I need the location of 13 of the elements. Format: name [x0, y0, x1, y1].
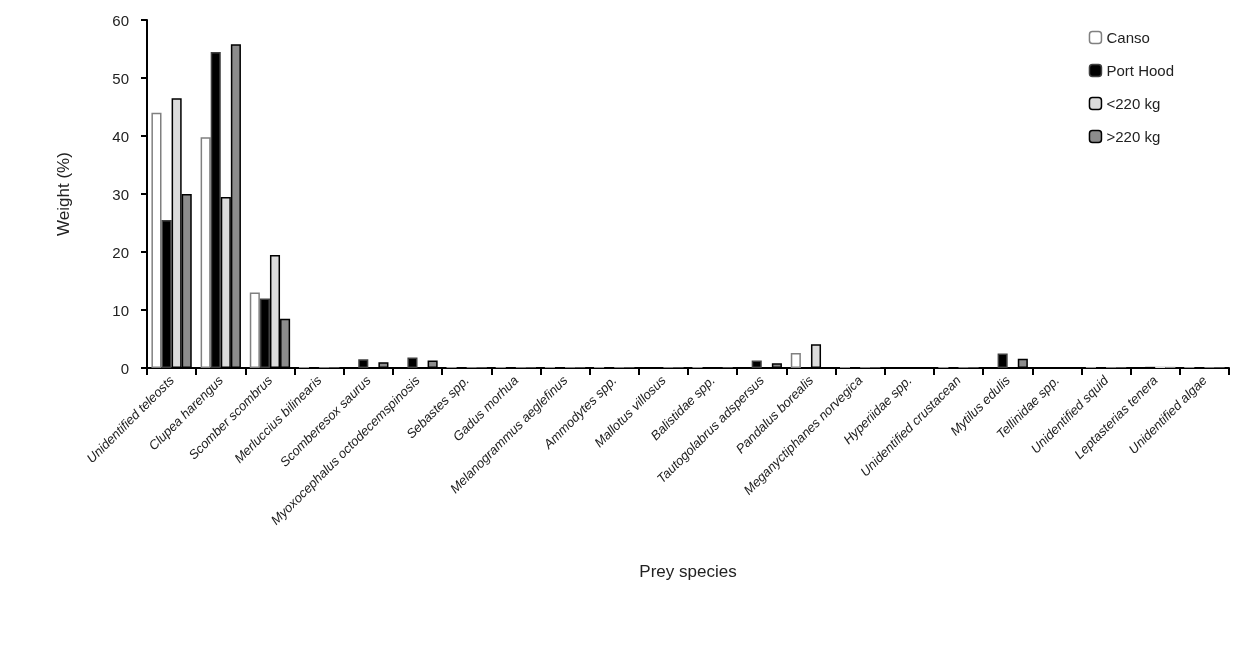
legend-label: Canso — [1106, 29, 1150, 46]
y-tick-label: 10 — [112, 301, 129, 319]
y-tick-label: 50 — [112, 69, 129, 87]
legend-label: <220 kg — [1106, 95, 1161, 112]
legend-label: >220 kg — [1106, 128, 1161, 145]
legend-label: Port Hood — [1106, 62, 1175, 79]
y-axis-title: Weight (%) — [54, 152, 73, 236]
y-tick-label: 0 — [120, 359, 129, 377]
y-tick-label: 20 — [112, 243, 129, 261]
x-axis-title: Prey species — [639, 562, 737, 581]
y-tick-label: 40 — [112, 127, 129, 145]
y-tick-label: 60 — [112, 11, 129, 29]
y-tick-label: 30 — [112, 185, 129, 203]
